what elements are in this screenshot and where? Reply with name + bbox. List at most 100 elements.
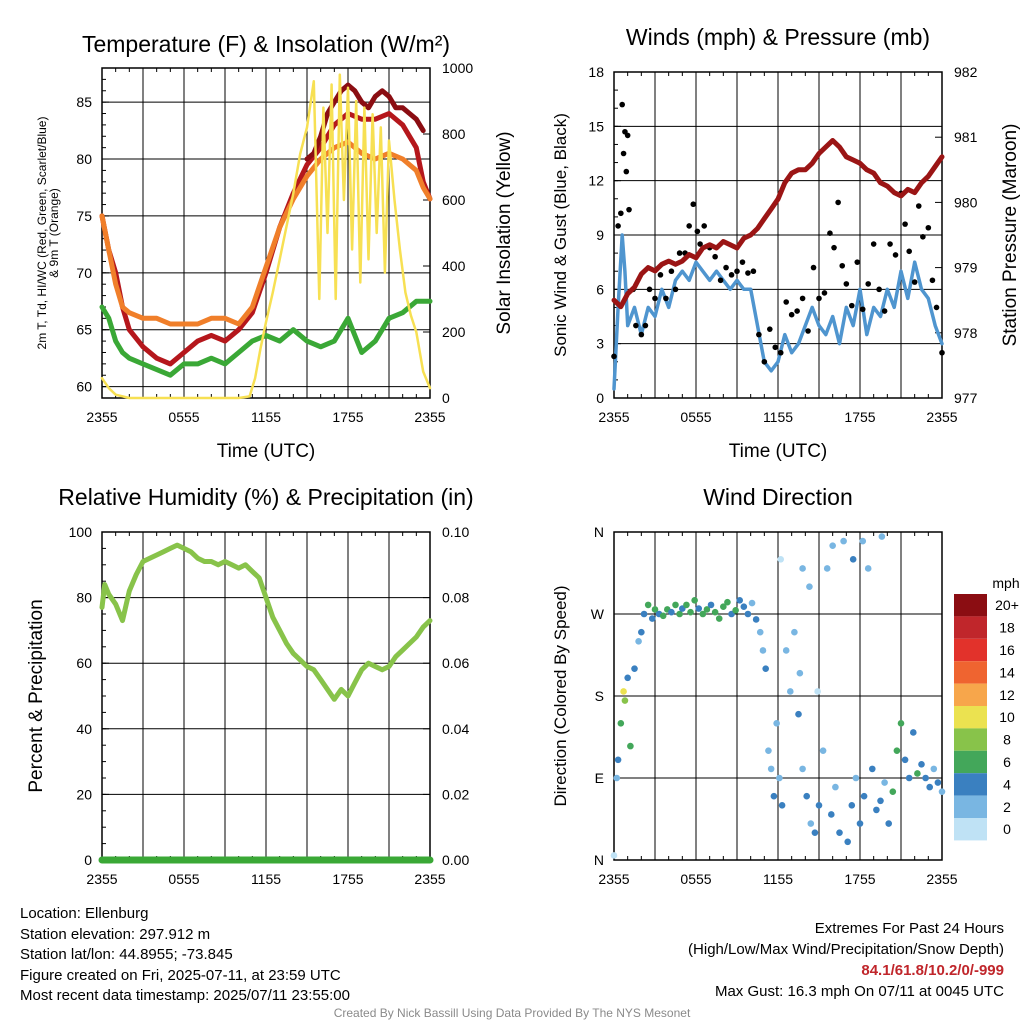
- gust-point: [794, 308, 800, 314]
- y-tick-label: 80: [76, 590, 92, 606]
- direction-point: [885, 820, 892, 827]
- y-tick-label: 12: [588, 173, 604, 189]
- y-right-tick-label: 0.06: [442, 655, 469, 671]
- direction-point: [934, 779, 942, 786]
- gust-point: [906, 248, 912, 255]
- direction-point: [856, 820, 864, 827]
- y-tick-label: 15: [588, 118, 604, 134]
- y-axis-label-left: Percent & Precipitation: [26, 599, 47, 792]
- gust-point: [933, 304, 940, 311]
- gust-point: [783, 299, 789, 305]
- gust-point: [777, 349, 784, 356]
- x-tick-label: 2355: [598, 871, 629, 887]
- y-tick-label: 65: [76, 322, 92, 338]
- gust-point: [767, 326, 773, 332]
- direction-point: [930, 765, 938, 773]
- direction-point: [787, 688, 794, 695]
- series-line-yellow: [100, 73, 432, 400]
- direction-point: [773, 720, 780, 727]
- direction-point: [889, 788, 897, 795]
- direction-point: [897, 720, 905, 727]
- direction-point: [832, 783, 839, 791]
- gust-point: [652, 295, 658, 302]
- gust-point: [620, 150, 627, 157]
- y-right-tick-label: 0.08: [442, 590, 469, 606]
- extremes-subtitle: (High/Low/Max Wind/Precipitation/Snow De…: [688, 941, 1004, 958]
- direction-point: [791, 628, 798, 636]
- gust-point: [870, 241, 877, 247]
- legend-swatch: [954, 661, 987, 684]
- direction-point: [840, 537, 847, 545]
- y-tick-label: 0: [596, 390, 604, 406]
- direction-point: [767, 765, 775, 773]
- station-info: Location: Ellenburg Station elevation: 2…: [20, 904, 350, 1007]
- y-tick-label: 70: [76, 265, 92, 281]
- x-tick-label: 1755: [844, 871, 875, 887]
- y-axis-label-left: 2m T, Td, HI/WC (Red, Green, Scarlet/Blu…: [35, 117, 49, 350]
- legend-swatch: [954, 706, 987, 729]
- gust-point: [697, 241, 703, 247]
- legend-label: 4: [1003, 776, 1011, 792]
- direction-point: [676, 610, 683, 618]
- direction-point: [926, 783, 933, 791]
- direction-point: [811, 829, 819, 836]
- y-right-tick-label: 0.04: [442, 721, 469, 737]
- direction-point: [621, 697, 629, 704]
- x-tick-label: 1155: [763, 871, 793, 887]
- direction-point: [648, 615, 656, 622]
- gust-point: [911, 279, 918, 285]
- direction-point: [877, 797, 884, 805]
- recent-timestamp: Most recent data timestamp: 2025/07/11 2…: [20, 987, 350, 1004]
- legend-swatch: [954, 594, 987, 617]
- direction-point: [859, 537, 867, 545]
- gust-point: [694, 228, 701, 235]
- direction-point: [799, 765, 806, 773]
- legend-label: 20+: [995, 597, 1019, 613]
- direction-point: [799, 565, 806, 572]
- direction-point: [748, 599, 756, 607]
- chart-panel-2: Winds (mph) & Pressure (mb) 2355 0555 1155 1…: [551, 24, 1021, 462]
- legend-swatch: [954, 616, 987, 639]
- credit-line: Created By Nick Bassill Using Data Provi…: [333, 1006, 691, 1020]
- x-tick-label: 0555: [680, 409, 711, 425]
- gust-point: [739, 259, 746, 265]
- legend-label: 14: [999, 664, 1015, 680]
- direction-point: [869, 765, 876, 773]
- direction-point: [617, 720, 625, 727]
- chart-title: Relative Humidity (%) & Precipitation (i…: [58, 484, 473, 510]
- gust-point: [761, 358, 768, 365]
- direction-point: [638, 628, 645, 636]
- gust-point: [618, 210, 624, 217]
- legend-label: 18: [999, 620, 1015, 636]
- direction-point: [659, 612, 667, 620]
- wind-speed-line: [612, 233, 944, 391]
- gust-point: [939, 349, 945, 356]
- gust-point: [723, 264, 729, 271]
- gust-point: [859, 306, 866, 313]
- y-right-tick-label: 978: [954, 325, 978, 341]
- gust-point: [881, 308, 888, 314]
- y-tick-label: N: [594, 852, 604, 868]
- gust-point: [865, 281, 871, 287]
- gust-point: [816, 295, 822, 302]
- x-tick-label: 2355: [598, 409, 629, 425]
- station-location: Location: Ellenburg: [20, 905, 149, 922]
- extremes-title: Extremes For Past 24 Hours: [814, 920, 1004, 937]
- gust-point: [728, 272, 735, 278]
- direction-point: [819, 747, 827, 754]
- gust-point: [835, 199, 841, 206]
- legend-title: mph: [992, 575, 1019, 591]
- x-tick-label: 2355: [926, 871, 957, 887]
- legend-label: 12: [999, 687, 1015, 703]
- y-right-tick-label: 980: [954, 194, 978, 210]
- y-right-tick-label: 0.00: [442, 852, 469, 868]
- gust-point: [849, 302, 855, 309]
- legend-swatch: [954, 818, 987, 841]
- direction-point: [806, 583, 813, 590]
- direction-point: [610, 852, 618, 859]
- gust-point: [638, 331, 645, 338]
- y-right-tick-label: 982: [954, 64, 978, 80]
- gust-point: [821, 290, 828, 296]
- direction-point: [849, 556, 857, 563]
- gust-point: [831, 244, 837, 251]
